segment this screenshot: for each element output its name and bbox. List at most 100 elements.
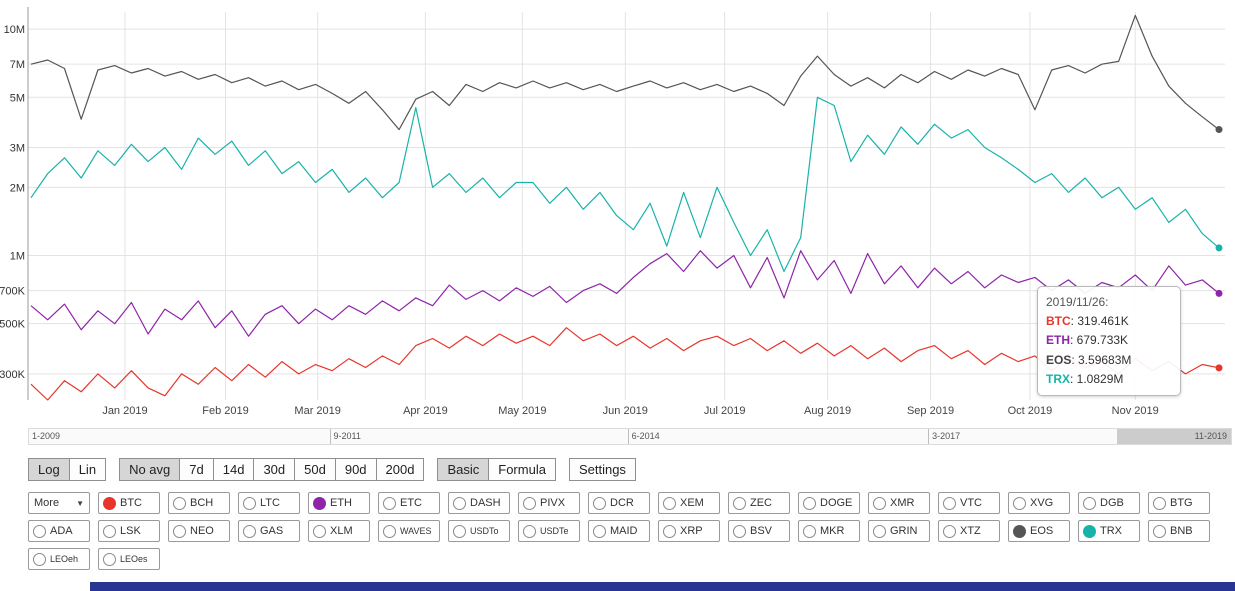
radio-icon [663, 524, 676, 538]
tooltip-coin-name: BTC [1046, 314, 1071, 329]
series-end-dot-btc [1215, 364, 1223, 372]
coin-chip-grin[interactable]: GRIN [868, 520, 930, 542]
lin-button[interactable]: Lin [68, 458, 107, 481]
coin-chip-xrp[interactable]: XRP [658, 520, 720, 542]
coin-chip-label: LEOeh [50, 554, 79, 564]
coin-chip-bch[interactable]: BCH [168, 492, 230, 514]
coin-chip-mkr[interactable]: MKR [798, 520, 860, 542]
coin-chip-eth[interactable]: ETH [308, 492, 370, 514]
coin-chip-waves[interactable]: WAVES [378, 520, 440, 542]
chevron-down-icon: ▼ [76, 498, 84, 508]
coin-chip-leoes[interactable]: LEOes [98, 548, 160, 570]
y-axis-label: 3M [10, 142, 25, 154]
coin-chip-label: ETH [330, 497, 352, 509]
tooltip-row-btc: BTC: 319.461K [1046, 312, 1172, 331]
coin-chip-leoeh[interactable]: LEOeh [28, 548, 90, 570]
coin-chip-label: LTC [260, 497, 280, 509]
30d-button[interactable]: 30d [253, 458, 296, 481]
200d-button[interactable]: 200d [375, 458, 425, 481]
coin-chip-label: PIVX [540, 497, 566, 509]
coin-chip-eos[interactable]: EOS [1008, 520, 1070, 542]
formula-button[interactable]: Formula [488, 458, 556, 481]
basic-button[interactable]: Basic [437, 458, 490, 481]
x-axis-label: Jan 2019 [102, 405, 147, 417]
coin-chip-vtc[interactable]: VTC [938, 492, 1000, 514]
coin-chip-btg[interactable]: BTG [1148, 492, 1210, 514]
coin-chip-xmr[interactable]: XMR [868, 492, 930, 514]
coin-chip-bsv[interactable]: BSV [728, 520, 790, 542]
coin-chip-bnb[interactable]: BNB [1148, 520, 1210, 542]
coin-chip-label: XRP [680, 525, 703, 537]
coin-chip-pivx[interactable]: PIVX [518, 492, 580, 514]
radio-icon [1153, 496, 1166, 510]
series-end-dot-eos [1215, 126, 1223, 134]
radio-icon [243, 524, 256, 538]
coin-chip-label: BTG [1170, 497, 1193, 509]
y-axis-label: 2M [10, 182, 25, 194]
y-axis-label: 300K [0, 369, 26, 381]
coin-chip-label: XEM [680, 497, 704, 509]
90d-button[interactable]: 90d [334, 458, 377, 481]
scale-toggle-group: Log Lin [28, 458, 107, 481]
footer-bar [90, 582, 1235, 591]
x-axis-label: Nov 2019 [1112, 405, 1159, 417]
coin-chip-xem[interactable]: XEM [658, 492, 720, 514]
radio-icon [453, 524, 466, 538]
coin-chip-maid[interactable]: MAID [588, 520, 650, 542]
radio-icon [523, 496, 536, 510]
tooltip-coin-name: ETH [1046, 333, 1070, 348]
coin-chip-btc[interactable]: BTC [98, 492, 160, 514]
radio-icon [593, 524, 606, 538]
radio-icon [873, 496, 886, 510]
radio-icon [943, 496, 956, 510]
average-group: No avg 7d 14d 30d 50d 90d 200d [119, 458, 425, 481]
coin-chip-label: BCH [190, 497, 214, 509]
coin-chip-doge[interactable]: DOGE [798, 492, 860, 514]
radio-icon [383, 496, 396, 510]
no-avg-button[interactable]: No avg [119, 458, 181, 481]
14d-button[interactable]: 14d [212, 458, 255, 481]
chart-tooltip: 2019/11/26: BTC: 319.461K ETH: 679.733K EO… [1037, 286, 1181, 396]
coin-chip-usdto[interactable]: USDTo [448, 520, 510, 542]
coin-chip-zec[interactable]: ZEC [728, 492, 790, 514]
coin-chip-label: NEO [190, 525, 214, 537]
coin-chip-dash[interactable]: DASH [448, 492, 510, 514]
coin-chip-label: BNB [1170, 525, 1193, 537]
coin-chip-label: DCR [610, 497, 634, 509]
coin-chip-etc[interactable]: ETC [378, 492, 440, 514]
chart-svg[interactable]: 10M 7M 5M 3M 2M 1M 700K 500K 300K Jan 2019 Feb 201… [0, 0, 1235, 422]
log-button[interactable]: Log [28, 458, 70, 481]
coin-chip-label: BTC [120, 497, 142, 509]
coin-chip-neo[interactable]: NEO [168, 520, 230, 542]
coin-chip-xtz[interactable]: XTZ [938, 520, 1000, 542]
time-range-slider[interactable]: 1-2009 9-2011 6-2014 3-2017 11-2019 [28, 428, 1232, 445]
series-end-dot-trx [1215, 244, 1223, 252]
coin-chip-xlm[interactable]: XLM [308, 520, 370, 542]
coin-chip-trx[interactable]: TRX [1078, 520, 1140, 542]
x-axis-label: Apr 2019 [403, 405, 448, 417]
x-axis-label: Feb 2019 [202, 405, 248, 417]
coin-chip-xvg[interactable]: XVG [1008, 492, 1070, 514]
radio-icon [173, 496, 186, 510]
50d-button[interactable]: 50d [294, 458, 336, 481]
coin-chip-lsk[interactable]: LSK [98, 520, 160, 542]
radio-icon [663, 496, 676, 510]
slider-tick [627, 429, 629, 444]
radio-icon [873, 524, 886, 538]
7d-button[interactable]: 7d [179, 458, 214, 481]
settings-button[interactable]: Settings [568, 458, 636, 481]
series-line-btc [30, 327, 1220, 401]
coin-chip-dcr[interactable]: DCR [588, 492, 650, 514]
coin-chip-ada[interactable]: ADA [28, 520, 90, 542]
more-coins-dropdown[interactable]: More ▼ [28, 492, 90, 514]
slider-selected-window[interactable] [1116, 429, 1231, 444]
tooltip-coin-value: : 679.733K [1070, 333, 1129, 348]
radio-icon [1083, 524, 1096, 538]
coin-chip-ltc[interactable]: LTC [238, 492, 300, 514]
coin-chip-label: ZEC [750, 497, 772, 509]
coin-chip-usdte[interactable]: USDTe [518, 520, 580, 542]
coin-chip-dgb[interactable]: DGB [1078, 492, 1140, 514]
controls-bar: Log Lin No avg 7d 14d 30d 50d 90d 200d Basic For… [28, 458, 1235, 481]
coin-chip-label: GAS [260, 525, 284, 537]
coin-chip-gas[interactable]: GAS [238, 520, 300, 542]
